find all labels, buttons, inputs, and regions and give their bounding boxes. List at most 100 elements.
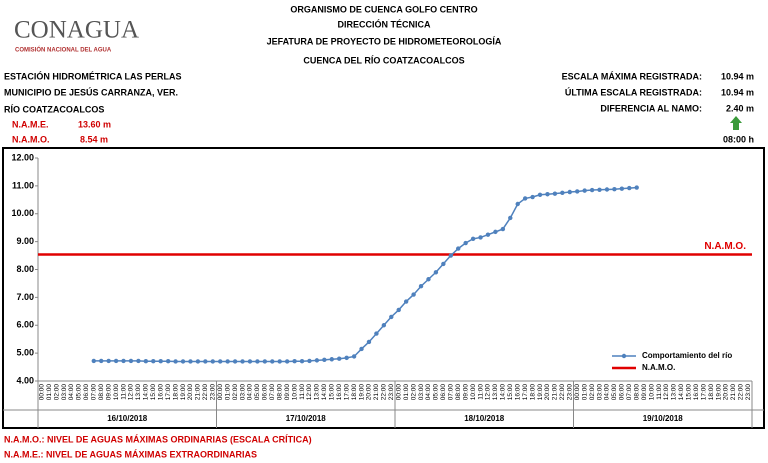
data-point	[292, 359, 297, 364]
legend-marker	[621, 353, 627, 359]
data-point	[522, 196, 528, 201]
data-point	[441, 261, 446, 267]
data-point	[500, 226, 506, 232]
data-point	[530, 194, 535, 200]
data-point	[128, 358, 134, 364]
title-line: CUENCA DEL RÍO COATZACOALCOS	[303, 55, 464, 65]
data-point	[136, 358, 141, 364]
x-tick-label: 01:00	[403, 384, 410, 401]
data-point	[619, 186, 625, 191]
data-point	[232, 359, 238, 364]
x-tick-label: 13:00	[671, 384, 678, 401]
x-tick-label: 07:00	[269, 384, 276, 401]
data-point	[344, 355, 349, 361]
x-tick-label: 06:00	[83, 384, 90, 401]
data-point	[411, 292, 416, 297]
x-tick-label: 01:00	[46, 384, 53, 401]
x-tick-label: 16:00	[514, 384, 521, 401]
x-tick-label: 11:00	[299, 384, 306, 400]
data-point	[351, 354, 357, 359]
summary-value: 10.94 m	[721, 87, 754, 97]
x-tick-label: 06:00	[440, 384, 447, 401]
reference-label: N.A.M.O.	[704, 241, 746, 252]
x-tick-label: 16:00	[693, 384, 700, 401]
data-point	[381, 323, 387, 328]
date-label: 17/10/2018	[286, 414, 327, 423]
data-point	[262, 359, 268, 364]
x-tick-label: 14:00	[321, 384, 328, 401]
x-tick-label: 09:00	[641, 384, 648, 401]
x-tick-label: 16:00	[157, 384, 164, 401]
x-tick-label: 03:00	[61, 384, 68, 401]
x-tick-label: 02:00	[589, 384, 596, 401]
x-tick-label: 10:00	[470, 384, 477, 401]
summary-label: ESCALA MÁXIMA REGISTRADA:	[562, 71, 702, 81]
series-line	[93, 186, 637, 363]
data-point	[627, 185, 632, 191]
x-tick-label: 06:00	[619, 384, 626, 401]
data-point	[567, 189, 572, 195]
data-point	[173, 359, 178, 364]
x-tick-label: 11:00	[120, 384, 127, 400]
data-point	[203, 359, 208, 364]
data-point	[552, 191, 558, 196]
x-tick-label: 08:00	[455, 384, 462, 401]
data-point	[418, 284, 424, 289]
x-tick-label: 04:00	[425, 384, 432, 401]
x-tick-label: 05:00	[76, 384, 83, 401]
level-label: N.A.M.E.	[12, 119, 49, 129]
x-tick-label: 00:00	[217, 384, 224, 401]
x-tick-label: 00:00	[38, 384, 45, 401]
y-tick-label: 5.00	[16, 348, 34, 358]
data-point	[284, 359, 290, 364]
x-tick-label: 02:00	[53, 384, 60, 401]
data-point	[165, 359, 171, 364]
level-value: 8.54 m	[80, 134, 108, 144]
x-tick-label: 02:00	[232, 384, 239, 401]
x-tick-label: 22:00	[381, 384, 388, 401]
summary-label: ÚLTIMA ESCALA REGISTRADA:	[565, 86, 702, 97]
y-tick-label: 10.00	[11, 208, 34, 218]
x-tick-label: 07:00	[91, 384, 98, 401]
data-point	[478, 235, 483, 240]
x-tick-label: 15:00	[507, 384, 514, 401]
data-point	[515, 201, 520, 207]
x-tick-label: 14:00	[143, 384, 150, 401]
y-tick-label: 11.00	[12, 180, 34, 190]
x-tick-label: 21:00	[373, 384, 380, 401]
data-point	[322, 357, 327, 363]
data-point	[180, 359, 186, 364]
data-point	[188, 359, 193, 364]
data-point	[403, 299, 409, 304]
data-point	[463, 240, 468, 246]
x-tick-label: 22:00	[738, 384, 745, 401]
x-tick-label: 08:00	[276, 384, 283, 401]
x-tick-label: 18:00	[172, 384, 179, 401]
level-value: 13.60 m	[78, 119, 111, 129]
date-label: 19/10/2018	[643, 414, 684, 423]
y-tick-label: 7.00	[16, 292, 34, 302]
x-tick-label: 02:00	[410, 384, 417, 401]
x-tick-label: 10:00	[648, 384, 655, 401]
data-point	[91, 358, 96, 364]
x-tick-label: 07:00	[626, 384, 633, 401]
data-point	[195, 359, 201, 364]
data-point	[604, 187, 610, 192]
x-tick-label: 13:00	[135, 384, 142, 401]
x-tick-label: 03:00	[239, 384, 246, 401]
x-tick-label: 23:00	[388, 384, 395, 401]
x-tick-label: 21:00	[552, 384, 559, 401]
data-point	[508, 215, 513, 221]
data-point	[106, 358, 111, 364]
x-tick-label: 10:00	[291, 384, 298, 401]
summary-time: 08:00 h	[723, 134, 754, 144]
x-tick-label: 23:00	[745, 384, 752, 401]
data-point	[314, 358, 320, 363]
x-tick-label: 08:00	[98, 384, 105, 401]
summary-value: 2.40 m	[726, 103, 754, 113]
logo-subtitle: COMISIÓN NACIONAL DEL AGUA	[15, 46, 112, 54]
data-point	[218, 359, 223, 364]
legend-label: Comportamiento del río	[642, 351, 732, 360]
x-tick-label: 00:00	[574, 384, 581, 401]
